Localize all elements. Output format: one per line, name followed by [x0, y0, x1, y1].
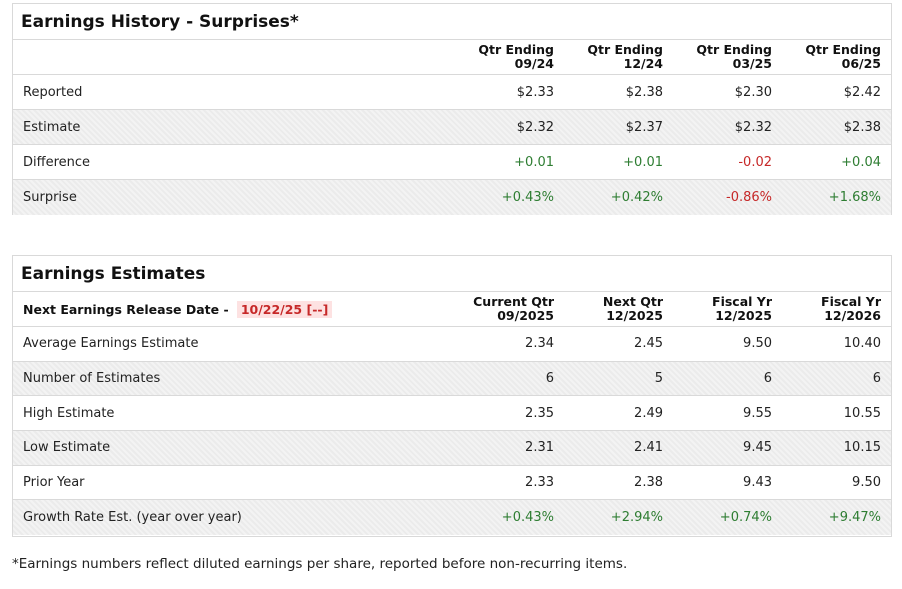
row-label: Growth Rate Est. (year over year)	[23, 510, 242, 526]
column-header-line2: 12/24	[623, 56, 663, 71]
earnings-history-panel: Earnings History - Surprises* Qtr Ending…	[12, 3, 892, 215]
table-cell: $2.37	[625, 119, 663, 135]
table-cell: 6	[763, 371, 772, 387]
row-label: High Estimate	[23, 405, 115, 421]
column-header-line1: Qtr Ending	[696, 42, 772, 57]
table-cell: +1.68%	[828, 190, 881, 205]
table-cell: 2.35	[525, 405, 554, 421]
column-header: Qtr Ending 09/24	[445, 43, 554, 71]
row-label: Surprise	[23, 190, 77, 205]
column-header-line2: 09/2025	[497, 308, 554, 323]
table-cell: $2.30	[734, 84, 772, 100]
table-row: Average Earnings Estimate 2.34 2.45 9.50 10.…	[13, 327, 891, 362]
table-cell: +0.43%	[501, 190, 554, 205]
earnings-estimates-body: Average Earnings Estimate 2.34 2.45 9.50 10.…	[13, 327, 891, 536]
earnings-history-body: Reported $2.33 $2.38 $2.30 $2.42 Estimate $2.3…	[13, 75, 891, 215]
table-cell: 2.33	[525, 475, 554, 491]
column-header-line1: Next Qtr	[602, 294, 663, 309]
column-header-line2: 09/24	[514, 56, 554, 71]
table-row: Reported $2.33 $2.38 $2.30 $2.42	[13, 75, 891, 110]
table-cell: +0.42%	[610, 190, 663, 205]
column-header: Current Qtr 09/2025	[445, 295, 554, 323]
column-header: Fiscal Yr 12/2025	[663, 295, 772, 323]
next-release-date-badge: 10/22/25 [--]	[236, 300, 333, 318]
table-cell: 2.49	[634, 405, 663, 421]
earnings-estimates-title: Earnings Estimates	[13, 256, 891, 292]
table-cell: 5	[654, 371, 663, 387]
table-row: High Estimate 2.35 2.49 9.55 10.55	[13, 396, 891, 432]
table-cell: $2.33	[516, 84, 554, 100]
row-label: Prior Year	[23, 475, 85, 491]
column-header-line2: 12/2025	[715, 308, 772, 323]
table-cell: +0.01	[514, 154, 554, 170]
table-row: Low Estimate 2.31 2.41 9.45 10.15	[13, 431, 891, 466]
table-cell: $2.32	[516, 119, 554, 135]
table-cell: $2.38	[625, 84, 663, 100]
row-label: Average Earnings Estimate	[23, 336, 199, 352]
table-cell: 6	[545, 371, 554, 387]
table-row: Growth Rate Est. (year over year) +0.43% +…	[13, 500, 891, 536]
earnings-history-title: Earnings History - Surprises*	[13, 4, 891, 40]
table-row: Number of Estimates 6 5 6 6	[13, 361, 891, 397]
column-header-line1: Qtr Ending	[587, 42, 663, 57]
table-cell: $2.32	[734, 119, 772, 135]
column-header-line2: 06/25	[841, 56, 881, 71]
table-cell: $2.38	[843, 119, 881, 135]
row-label: Estimate	[23, 119, 81, 135]
column-header-line1: Fiscal Yr	[821, 294, 881, 309]
table-cell: $2.42	[843, 84, 881, 100]
column-header-line2: 03/25	[732, 56, 772, 71]
next-release-date: Next Earnings Release Date - 10/22/25 [-…	[13, 300, 445, 318]
table-cell: 9.50	[743, 336, 772, 352]
earnings-history-header-row: Qtr Ending 09/24 Qtr Ending 12/24 Qtr Endi…	[13, 40, 891, 75]
table-row: Surprise +0.43% +0.42% -0.86% +1.68%	[13, 180, 891, 215]
column-header-line2: 12/2026	[824, 308, 881, 323]
table-cell: 2.38	[634, 475, 663, 491]
footnote: *Earnings numbers reflect diluted earnin…	[12, 556, 628, 572]
table-cell: 2.45	[634, 336, 663, 352]
table-cell: -0.02	[738, 154, 772, 170]
table-cell: 9.50	[852, 475, 881, 491]
earnings-estimates-panel: Earnings Estimates Next Earnings Release…	[12, 255, 892, 537]
table-row: Prior Year 2.33 2.38 9.43 9.50	[13, 466, 891, 501]
table-cell: +9.47%	[828, 510, 881, 526]
column-header: Next Qtr 12/2025	[554, 295, 663, 323]
row-label: Number of Estimates	[23, 371, 161, 387]
column-header: Qtr Ending 12/24	[554, 43, 663, 71]
row-label: Reported	[23, 84, 83, 100]
table-cell: +0.74%	[719, 510, 772, 526]
table-cell: 9.55	[743, 405, 772, 421]
column-header: Qtr Ending 03/25	[663, 43, 772, 71]
row-label: Low Estimate	[23, 440, 111, 456]
next-release-label: Next Earnings Release Date -	[23, 301, 229, 317]
table-cell: 2.31	[525, 440, 554, 456]
table-cell: 2.34	[525, 336, 554, 352]
column-header-line1: Qtr Ending	[805, 42, 881, 57]
table-cell: +0.43%	[501, 510, 554, 526]
column-header-line1: Current Qtr	[473, 294, 554, 309]
column-header-line2: 12/2025	[606, 308, 663, 323]
table-cell: +0.01	[623, 154, 663, 170]
table-cell: 9.43	[743, 475, 772, 491]
table-cell: +2.94%	[610, 510, 663, 526]
table-cell: -0.86%	[726, 190, 772, 205]
table-row: Difference +0.01 +0.01 -0.02 +0.04	[13, 145, 891, 180]
row-label: Difference	[23, 154, 91, 170]
earnings-estimates-header-row: Next Earnings Release Date - 10/22/25 [-…	[13, 292, 891, 327]
column-header: Qtr Ending 06/25	[772, 43, 881, 71]
table-cell: 10.40	[843, 336, 881, 352]
column-header-line1: Fiscal Yr	[712, 294, 772, 309]
table-cell: 6	[872, 371, 881, 387]
table-cell: 10.15	[843, 440, 881, 456]
table-row: Estimate $2.32 $2.37 $2.32 $2.38	[13, 110, 891, 145]
table-cell: 2.41	[634, 440, 663, 456]
table-cell: 9.45	[743, 440, 772, 456]
column-header: Fiscal Yr 12/2026	[772, 295, 881, 323]
table-cell: +0.04	[841, 154, 881, 170]
table-cell: 10.55	[843, 405, 881, 421]
column-header-line1: Qtr Ending	[478, 42, 554, 57]
